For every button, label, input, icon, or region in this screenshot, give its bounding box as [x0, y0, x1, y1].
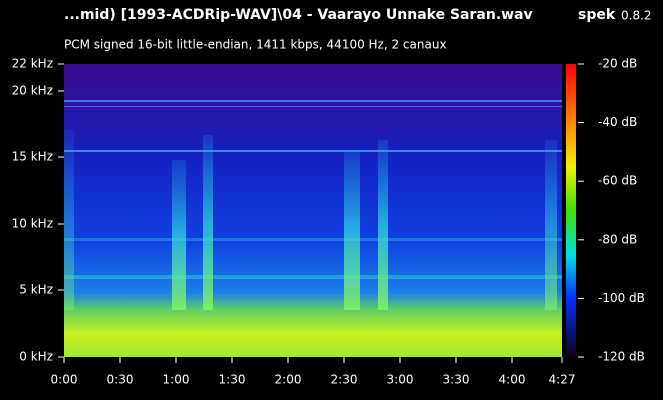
color-scale [566, 64, 576, 357]
frequency-label: 10 kHz [12, 217, 53, 231]
time-label: 0:00 [51, 373, 78, 387]
db-label: -80 dB [598, 232, 637, 246]
stream-info: PCM signed 16-bit little-endian, 1411 kb… [64, 38, 447, 52]
time-label: 1:00 [163, 373, 190, 387]
db-label: -100 dB [598, 291, 645, 305]
time-label: 4:27 [549, 373, 576, 387]
app-name: spek [578, 7, 616, 23]
app-version: 0.8.2 [621, 9, 652, 23]
db-label: -20 dB [598, 57, 637, 71]
frequency-label: 0 kHz [19, 350, 53, 364]
frequency-label: 5 kHz [19, 283, 53, 297]
frequency-label: 20 kHz [12, 84, 53, 98]
time-label: 1:30 [219, 373, 246, 387]
spectrogram [64, 64, 562, 357]
frequency-label: 15 kHz [12, 150, 53, 164]
db-label: -60 dB [598, 174, 637, 188]
frequency-label: 22 kHz [12, 57, 53, 71]
db-label: -120 dB [598, 350, 645, 364]
file-title: ...mid) [1993-ACDRip-WAV]\04 - Vaarayo U… [64, 7, 533, 23]
time-label: 0:30 [107, 373, 134, 387]
db-label: -40 dB [598, 115, 637, 129]
time-label: 2:30 [331, 373, 358, 387]
time-label: 2:00 [275, 373, 302, 387]
time-label: 3:30 [443, 373, 470, 387]
time-label: 3:00 [387, 373, 414, 387]
time-label: 4:00 [499, 373, 526, 387]
